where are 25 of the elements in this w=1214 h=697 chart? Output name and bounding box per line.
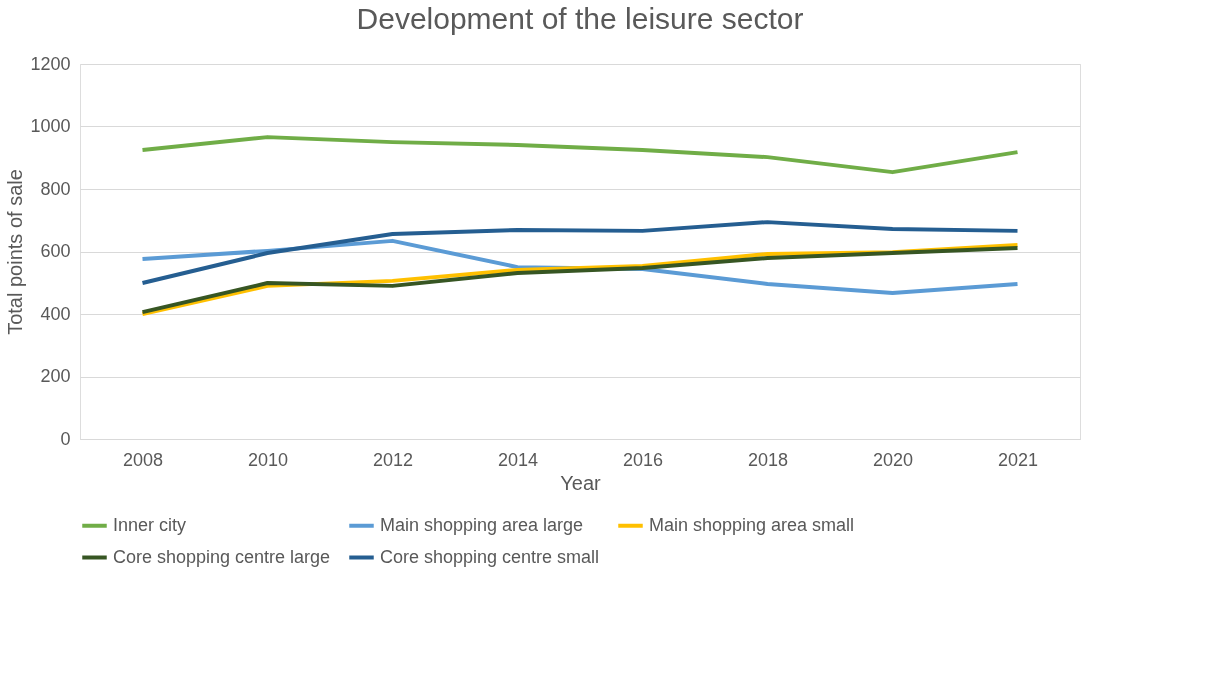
line-series bbox=[140, 220, 1020, 286]
legend-label: Inner city bbox=[113, 514, 187, 535]
x-tick-label: 2016 bbox=[622, 449, 664, 470]
x-tick-label: 2014 bbox=[497, 449, 539, 470]
chart-title: Development of the leisure sector bbox=[356, 2, 804, 35]
legend-label: Core shopping centre small bbox=[380, 546, 600, 567]
legend-label: Main shopping area large bbox=[380, 514, 584, 535]
legend-label: Main shopping area small bbox=[649, 514, 855, 535]
y-tick-label: 1000 bbox=[30, 116, 71, 136]
x-tick-label: 2010 bbox=[247, 449, 289, 470]
x-tick-label: 2008 bbox=[122, 449, 164, 470]
legend-label: Core shopping centre large bbox=[113, 546, 331, 567]
x-tick-label: 2018 bbox=[747, 449, 789, 470]
x-tick-label: 2020 bbox=[872, 449, 914, 470]
x-tick-label: 2012 bbox=[372, 449, 414, 470]
y-tick-label: 1200 bbox=[30, 53, 71, 74]
y-axis-title: Total points of sale bbox=[4, 169, 27, 335]
y-tick-label: 0 bbox=[60, 428, 71, 449]
y-tick-label: 400 bbox=[40, 303, 71, 324]
line-series bbox=[140, 135, 1020, 175]
x-tick-label: 2021 bbox=[997, 449, 1039, 470]
x-axis-title: Year bbox=[560, 471, 602, 494]
y-tick-label: 200 bbox=[40, 366, 71, 386]
y-tick-label: 800 bbox=[40, 178, 71, 199]
y-tick-label: 600 bbox=[40, 241, 71, 261]
